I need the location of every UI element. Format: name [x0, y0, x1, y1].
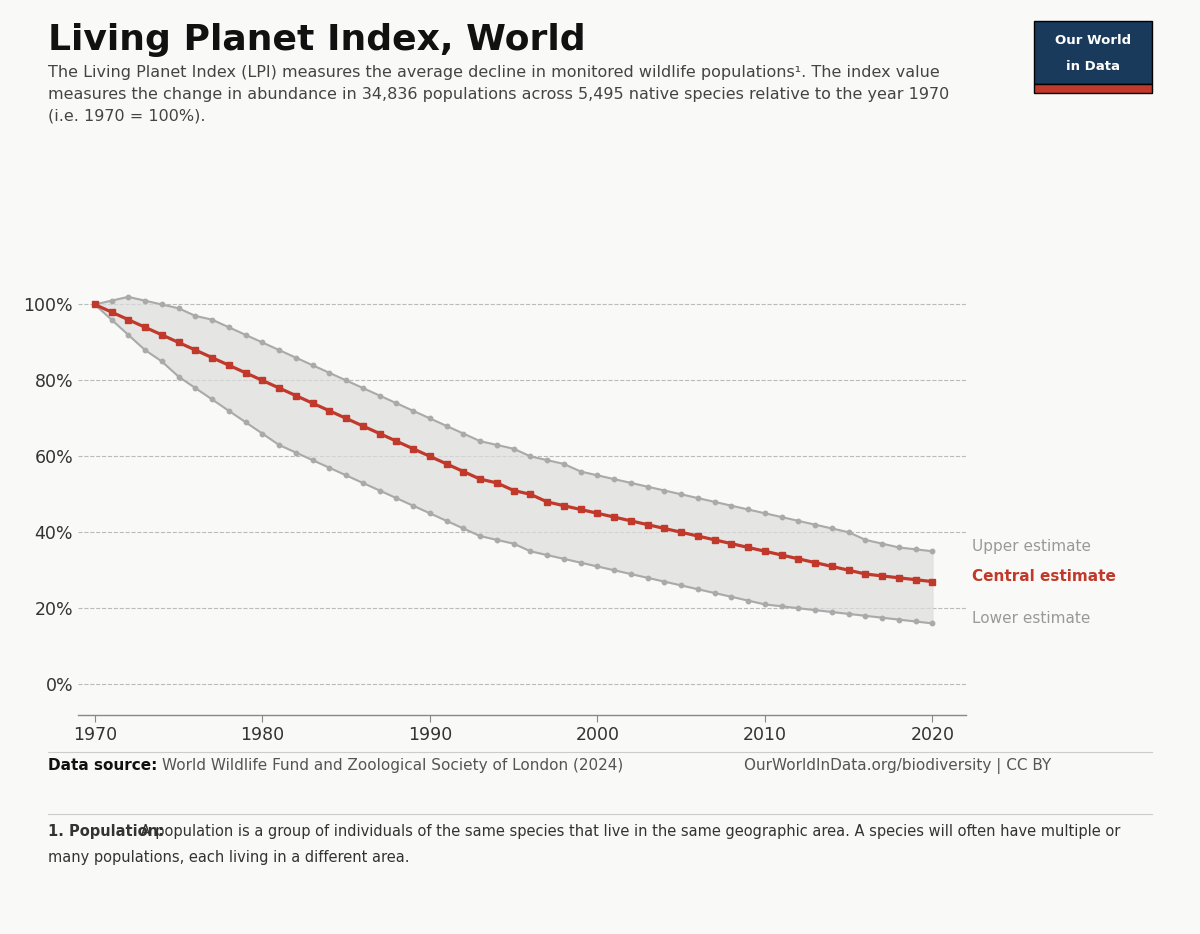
- Text: World Wildlife Fund and Zoological Society of London (2024): World Wildlife Fund and Zoological Socie…: [162, 758, 623, 773]
- Text: The Living Planet Index (LPI) measures the average decline in monitored wildlife: The Living Planet Index (LPI) measures t…: [48, 65, 949, 123]
- Text: Lower estimate: Lower estimate: [972, 611, 1091, 626]
- Text: Upper estimate: Upper estimate: [972, 539, 1091, 554]
- Text: Central estimate: Central estimate: [972, 570, 1116, 585]
- Text: 1. Population:: 1. Population:: [48, 824, 164, 839]
- Text: Living Planet Index, World: Living Planet Index, World: [48, 23, 586, 57]
- Text: Data source:: Data source:: [48, 758, 157, 773]
- Text: OurWorldInData.org/biodiversity | CC BY: OurWorldInData.org/biodiversity | CC BY: [744, 758, 1051, 774]
- Text: many populations, each living in a different area.: many populations, each living in a diffe…: [48, 850, 409, 865]
- Text: in Data: in Data: [1067, 60, 1121, 73]
- Text: Our World: Our World: [1055, 35, 1132, 48]
- Text: A population is a group of individuals of the same species that live in the same: A population is a group of individuals o…: [136, 824, 1120, 839]
